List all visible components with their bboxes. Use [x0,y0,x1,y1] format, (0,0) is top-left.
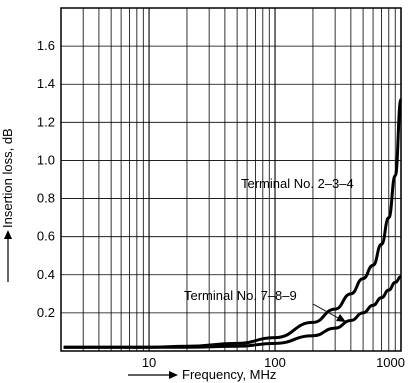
series-label-terminal-2-3-4: Terminal No. 2–3–4 [241,176,354,191]
x-tick-label: 100 [264,355,286,370]
y-tick-label: 0.4 [37,267,55,282]
series-label-terminal-7-8-9: Terminal No. 7–8–9 [184,288,297,303]
series-line-terminal-7-8-9 [63,275,402,349]
x-axis-arrow [128,371,178,379]
tick-labels: 0.2 0.4 0.6 0.8 1.0 1.2 1.4 1.6 10 100 1000 [37,38,405,370]
y-tick-label: 1.2 [37,114,55,129]
y-tick-label: 0.8 [37,191,55,206]
y-axis-arrow [4,230,12,282]
series-label-pointer [312,303,346,322]
grid-lines [60,8,402,351]
x-axis-label: Frequency, MHz [182,367,276,382]
y-tick-label: 1.6 [37,38,55,53]
y-tick-label: 1.0 [37,152,55,167]
plot-frame [60,7,402,352]
x-tick-label: 10 [142,355,156,370]
y-tick-label: 0.2 [37,305,55,320]
y-tick-label: 0.6 [37,229,55,244]
series-curves [63,97,403,349]
x-tick-label: 1000 [376,355,405,370]
series-line-terminal-2-3-4 [63,97,403,349]
y-axis-label: Insertion loss, dB [0,128,15,228]
y-tick-label: 1.4 [37,76,55,91]
